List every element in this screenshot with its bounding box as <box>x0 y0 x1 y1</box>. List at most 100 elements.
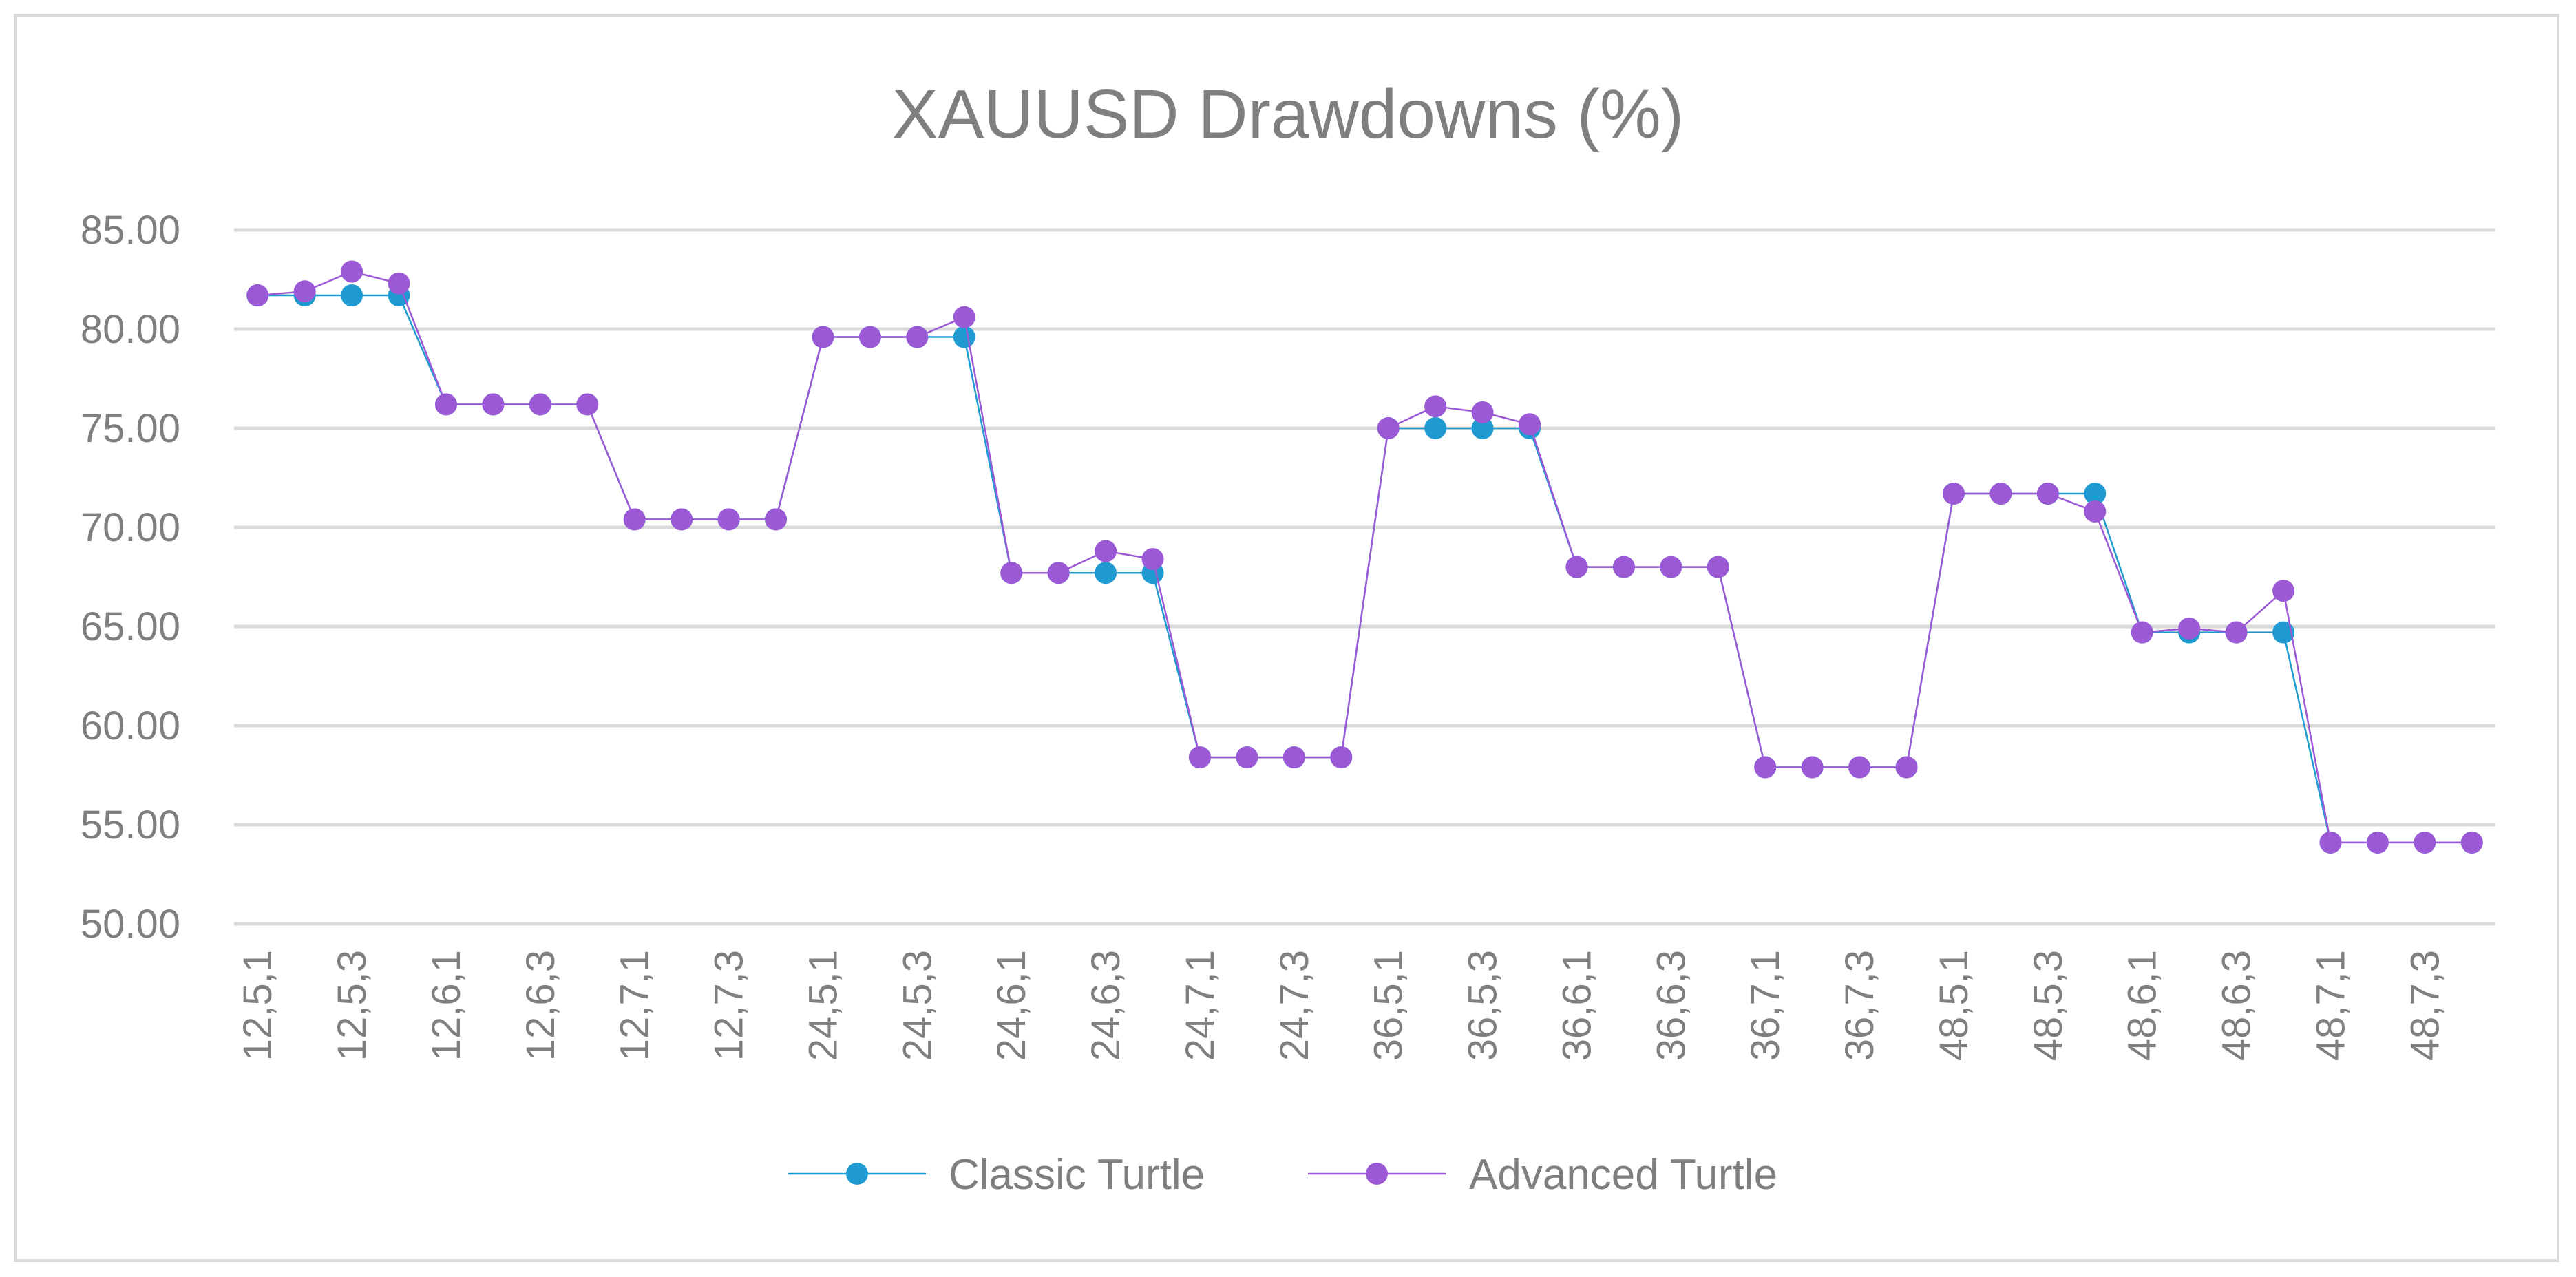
data-point <box>2036 483 2059 505</box>
data-point <box>1377 417 1400 439</box>
data-point <box>1095 562 1117 584</box>
series-advanced-turtle <box>246 260 2483 854</box>
data-point <box>529 393 551 416</box>
x-axis-tick-labels: 12,5,1 12,5,3 12,6,1 12,6,3 12,7,1 12,7,3 24,5… <box>235 950 2447 1061</box>
data-point <box>576 393 599 416</box>
x-tick-label: 36,7,1 <box>1743 950 1788 1061</box>
legend-label: Advanced Turtle <box>1469 1151 1777 1199</box>
y-tick-label: 55.00 <box>81 803 180 847</box>
data-point <box>2366 831 2389 854</box>
x-tick-label: 12,7,3 <box>707 950 752 1061</box>
x-tick-label: 12,5,1 <box>235 950 280 1061</box>
x-tick-label: 12,7,1 <box>613 950 657 1061</box>
data-point <box>1095 540 1117 562</box>
x-tick-label: 24,7,3 <box>1272 950 1317 1061</box>
data-point <box>765 508 788 531</box>
data-point <box>1660 556 1682 578</box>
data-point <box>2272 580 2295 602</box>
data-point <box>1236 746 1258 769</box>
data-point <box>671 508 693 531</box>
data-point <box>1707 556 1729 578</box>
data-point <box>1330 746 1353 769</box>
x-tick-label: 48,7,1 <box>2308 950 2353 1061</box>
x-tick-label: 48,6,1 <box>2120 950 2165 1061</box>
data-point <box>1801 756 1824 779</box>
data-point <box>341 284 363 307</box>
data-point <box>1000 562 1023 584</box>
x-tick-label: 36,6,3 <box>1649 950 1693 1061</box>
y-tick-label: 60.00 <box>81 704 180 748</box>
data-point <box>341 260 363 283</box>
data-point <box>953 326 975 348</box>
x-tick-label: 48,5,1 <box>1932 950 1976 1061</box>
x-tick-label: 24,5,3 <box>895 950 940 1061</box>
data-point <box>2178 617 2201 640</box>
x-tick-label: 12,6,3 <box>518 950 563 1061</box>
x-tick-label: 24,6,1 <box>989 950 1034 1061</box>
legend: Classic Turtle Advanced Turtle <box>788 1151 1777 1199</box>
x-tick-label: 12,5,3 <box>330 950 374 1061</box>
x-tick-label: 48,5,3 <box>2026 950 2071 1061</box>
data-point <box>1188 746 1211 769</box>
chart-title: XAUUSD Drawdowns (%) <box>892 76 1684 153</box>
data-point <box>1565 556 1588 578</box>
data-point <box>1989 483 2012 505</box>
data-point <box>1471 417 1494 439</box>
x-tick-label: 36,7,3 <box>1837 950 1882 1061</box>
data-point <box>717 508 740 531</box>
data-point <box>953 306 975 328</box>
data-point <box>2084 483 2107 505</box>
x-tick-label: 24,5,1 <box>801 950 845 1061</box>
data-point <box>1047 562 1070 584</box>
data-point <box>2272 621 2295 644</box>
data-point <box>2460 831 2483 854</box>
data-point <box>906 326 929 348</box>
grid-lines <box>234 228 2495 926</box>
x-tick-label: 24,6,3 <box>1084 950 1128 1061</box>
data-point <box>2225 621 2248 644</box>
x-tick-label: 12,6,1 <box>424 950 469 1061</box>
data-point <box>2131 621 2153 644</box>
x-tick-label: 48,6,3 <box>2215 950 2259 1061</box>
x-tick-label: 36,5,3 <box>1461 950 1506 1061</box>
data-point <box>2084 500 2107 523</box>
data-point <box>1141 548 1164 571</box>
x-tick-label: 48,7,3 <box>2403 950 2447 1061</box>
x-tick-label: 24,7,1 <box>1178 950 1223 1061</box>
series-line <box>257 271 2472 844</box>
data-point <box>1471 401 1494 423</box>
legend-label: Classic Turtle <box>949 1151 1205 1199</box>
y-tick-label: 85.00 <box>81 208 180 253</box>
data-point <box>246 284 269 307</box>
data-point <box>482 393 505 416</box>
y-tick-label: 80.00 <box>81 307 180 352</box>
series-line <box>257 294 2472 844</box>
data-point <box>2414 831 2436 854</box>
data-point <box>812 326 834 348</box>
data-point <box>1848 756 1871 779</box>
y-tick-label: 75.00 <box>81 406 180 451</box>
legend-marker <box>846 1163 868 1185</box>
legend-entry: Advanced Turtle <box>1308 1151 1777 1199</box>
data-point <box>2319 831 2342 854</box>
y-tick-label: 70.00 <box>81 505 180 550</box>
data-point <box>858 326 881 348</box>
series-classic-turtle <box>246 284 2483 854</box>
y-axis-tick-labels: 50.00 55.00 60.00 65.00 70.00 75.00 80.00 85.00 <box>81 208 180 947</box>
data-point <box>293 280 316 303</box>
y-tick-label: 65.00 <box>81 604 180 649</box>
data-point <box>1754 756 1777 779</box>
x-tick-label: 36,5,1 <box>1366 950 1411 1061</box>
legend-marker <box>1366 1163 1388 1185</box>
data-point <box>1895 756 1918 779</box>
data-point <box>388 272 410 295</box>
x-tick-label: 36,6,1 <box>1554 950 1599 1061</box>
data-point <box>1942 483 1965 505</box>
data-point <box>1282 746 1305 769</box>
data-point <box>434 393 457 416</box>
data-point <box>1424 417 1447 439</box>
legend-entry: Classic Turtle <box>788 1151 1205 1199</box>
y-tick-label: 50.00 <box>81 902 180 947</box>
data-point <box>1612 556 1635 578</box>
data-point <box>623 508 646 531</box>
